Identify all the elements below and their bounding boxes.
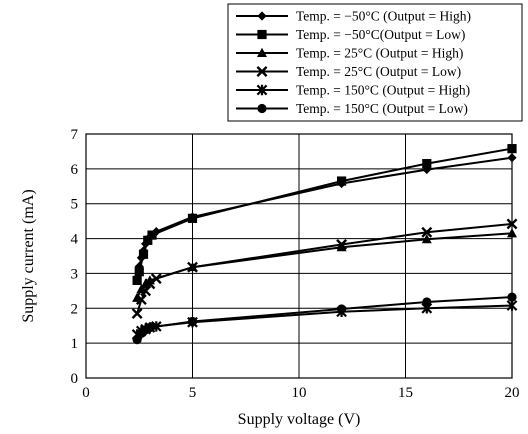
data-point (136, 283, 147, 294)
y-tick-label: 3 (71, 266, 79, 282)
data-point (422, 164, 432, 175)
series-6 (132, 292, 517, 345)
legend-marker (257, 29, 267, 40)
legend-item: Temp. = 25°C (Output = Low) (236, 64, 461, 79)
data-point (336, 242, 347, 252)
data-point (421, 226, 433, 238)
data-point (507, 153, 517, 163)
legend-label: Temp. = −50°C(Output = Low) (296, 27, 465, 42)
series-4 (131, 218, 518, 319)
data-point (138, 249, 149, 259)
data-point (134, 261, 144, 272)
data-point (507, 144, 517, 154)
data-point (187, 316, 198, 327)
legend-marker (256, 66, 268, 77)
data-point (150, 273, 162, 285)
legend-label: Temp. = 150°C (Output = Low) (296, 101, 468, 116)
data-point (140, 285, 152, 297)
x-tick-label: 20 (505, 385, 520, 401)
legend-box (227, 3, 523, 122)
data-point (132, 292, 143, 302)
legend-marker (257, 11, 267, 21)
legend-item: Temp. = 150°C (Output = High) (236, 83, 470, 98)
data-point (336, 239, 348, 250)
series-1 (134, 153, 517, 272)
y-tick-label: 4 (71, 232, 79, 248)
data-point (506, 300, 518, 311)
legend-item: Temp. = 150°C (Output = Low) (236, 101, 468, 116)
data-point (135, 294, 147, 306)
legend-marker (256, 84, 268, 96)
y-tick-label: 6 (71, 162, 79, 178)
data-point (134, 267, 144, 277)
data-point (422, 297, 432, 307)
y-tick-label: 1 (71, 336, 79, 352)
data-point (145, 322, 155, 333)
legend-marker (257, 103, 267, 114)
data-point (131, 308, 143, 319)
data-point (422, 159, 432, 169)
data-point (507, 292, 517, 302)
y-tick-label: 5 (71, 197, 79, 213)
data-point (187, 213, 198, 223)
data-point (132, 275, 142, 285)
series-layer (131, 144, 518, 345)
y-tick-label: 2 (71, 301, 79, 317)
y-tick-label: 0 (71, 371, 79, 387)
legend-label: Temp. = 25°C (Output = Low) (296, 64, 461, 79)
data-point (147, 230, 157, 240)
y-tick-label: 7 (71, 127, 79, 143)
data-point (337, 176, 347, 186)
x-tick-label: 10 (292, 385, 307, 401)
x-axis-title: Supply voltage (V) (238, 411, 361, 428)
x-tick-label: 0 (82, 385, 90, 401)
y-axis-title: Supply current (mA) (20, 189, 37, 322)
data-point (187, 261, 198, 273)
x-tick-label: 5 (189, 385, 197, 401)
x-tick-label: 15 (398, 385, 413, 401)
series-2 (132, 144, 517, 285)
legend-marker (257, 47, 267, 57)
legend-label: Temp. = −50°C (Output = High) (296, 9, 471, 24)
data-point (506, 218, 518, 230)
plot-frame (85, 133, 513, 379)
data-point (507, 228, 517, 238)
data-point (337, 304, 347, 314)
legend: Temp. = −50°C (Output = High) Temp. = −50… (227, 3, 523, 122)
legend-label: Temp. = 25°C (Output = High) (296, 46, 463, 61)
data-point (421, 234, 432, 244)
axes (85, 133, 513, 379)
legend-item: Temp. = −50°C (Output = High) (236, 9, 471, 24)
legend-label: Temp. = 150°C (Output = High) (296, 83, 470, 98)
data-point (143, 235, 153, 245)
grid (86, 134, 512, 378)
legend-item: Temp. = −50°C(Output = Low) (236, 27, 465, 42)
y-tick-labels: 0 1 2 3 4 5 6 7 (71, 127, 79, 387)
x-tick-labels: 0 5 10 15 20 (82, 385, 519, 401)
legend-item: Temp. = 25°C (Output = High) (236, 46, 463, 61)
